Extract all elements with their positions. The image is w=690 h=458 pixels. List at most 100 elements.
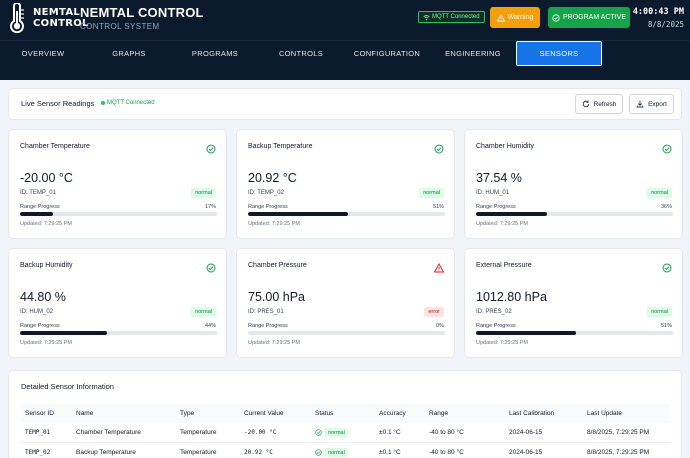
range-progress-percent: 17% — [204, 204, 216, 210]
range-progress-bar — [20, 212, 217, 216]
table-body: TEMP_01 Chamber Temperature Temperature -20… — [21, 423, 671, 458]
cell-text: 20.92 °C — [244, 449, 273, 456]
status-dot-icon — [101, 101, 105, 105]
sensor-updated: Updated: 7:29:25 PM — [476, 221, 528, 227]
program-active-label: PROGRAM ACTIVE — [562, 14, 626, 21]
tab-controls[interactable]: CONTROLS — [278, 49, 324, 58]
range-progress-fill — [20, 331, 107, 335]
warning-button[interactable]: Warning — [490, 7, 540, 28]
tab-overview[interactable]: OVERVIEW — [21, 49, 65, 58]
sensor-id: ID: PRES_01 — [248, 309, 284, 315]
table-cell: 2024-06-15 — [505, 423, 583, 443]
sensor-name: Chamber Pressure — [248, 262, 307, 269]
sensor-name: Chamber Temperature — [20, 143, 90, 150]
range-progress-label: Range Progress — [20, 323, 60, 329]
table-cell: -40 to 80 °C — [425, 442, 505, 458]
range-progress-percent: 0% — [436, 323, 444, 329]
table-cell: Temperature — [176, 423, 240, 443]
export-button[interactable]: Export — [629, 94, 674, 114]
logo-text-line1: NEMTAL — [33, 7, 81, 18]
check-circle-icon — [315, 449, 322, 456]
column-header[interactable]: Last Update — [583, 404, 671, 423]
mqtt-status-badge: MQTT Connected — [418, 11, 485, 23]
check-circle-icon — [662, 141, 672, 154]
tab-graphs[interactable]: GRAPHS — [112, 49, 146, 58]
check-circle-icon — [315, 429, 322, 436]
main-nav: OVERVIEW GRAPHS PROGRAMS CONTROLS CONFIG… — [0, 40, 690, 66]
cell-text: TEMP_01 — [25, 429, 51, 436]
live-readings-bar: Live Sensor Readings MQTT Connected Refr… — [8, 88, 682, 120]
sensor-card: Chamber Humidity 37.54 % ID: HUM_01 normal R… — [464, 129, 683, 239]
warning-label: Warning — [507, 14, 534, 21]
check-circle-icon — [552, 13, 560, 22]
wifi-icon — [423, 14, 430, 20]
sensor-value: -20.00 °C — [20, 171, 73, 185]
range-progress-fill — [476, 212, 547, 216]
cell-text: ±0.1 °C — [379, 449, 401, 456]
range-progress-label: Range Progress — [20, 204, 60, 210]
table-cell: 8/8/2025, 7:29:25 PM — [583, 423, 671, 443]
table-row[interactable]: TEMP_01 Chamber Temperature Temperature -20… — [21, 423, 671, 443]
sensor-card: External Pressure 1012.80 hPa ID: PRES_02 n… — [464, 248, 683, 358]
column-header[interactable]: Type — [176, 404, 240, 423]
sensor-id: ID: HUM_02 — [20, 309, 54, 315]
column-header[interactable]: Last Calibration — [505, 404, 583, 423]
sensor-value: 37.54 % — [476, 171, 522, 185]
sensor-table: Sensor ID Name Type Current Value Status Accu… — [21, 404, 671, 458]
sensor-id: ID: TEMP_01 — [20, 190, 56, 196]
column-header[interactable]: Range — [425, 404, 505, 423]
program-active-button[interactable]: PROGRAM ACTIVE — [548, 7, 630, 28]
cell-text: 8/8/2025, 7:29:25 PM — [587, 449, 650, 456]
column-header[interactable]: Sensor ID — [21, 404, 72, 423]
table-cell: ±0.1 °C — [375, 442, 425, 458]
detailed-sensor-info: Detailed Sensor Information Sensor ID Nam… — [8, 370, 682, 458]
tab-engineering[interactable]: ENGINEERING — [445, 49, 501, 58]
tab-configuration[interactable]: CONFIGURATION — [353, 49, 421, 58]
tab-sensors[interactable]: SENSORS — [516, 41, 602, 66]
table-cell: Chamber Temperature — [72, 423, 176, 443]
tab-programs[interactable]: PROGRAMS — [191, 49, 239, 58]
download-icon — [636, 100, 644, 108]
table-header-row: Sensor ID Name Type Current Value Status Accu… — [21, 404, 671, 423]
sensor-id: ID: TEMP_02 — [248, 190, 284, 196]
sensor-name: Backup Humidity — [20, 262, 73, 269]
table-cell: Temperature — [176, 442, 240, 458]
refresh-button[interactable]: Refresh — [575, 94, 623, 114]
cell-text: TEMP_02 — [25, 449, 51, 456]
status-badge: normal — [191, 307, 216, 317]
app-title: NEMTAL CONTROL — [80, 5, 204, 20]
export-label: Export — [648, 100, 667, 108]
sensor-card: Backup Humidity 44.80 % ID: HUM_02 normal Ra… — [8, 248, 227, 358]
check-circle-icon — [434, 141, 444, 154]
cell-text: Temperature — [180, 429, 217, 436]
cell-text: Backup Temperature — [76, 449, 136, 456]
column-header[interactable]: Accuracy — [375, 404, 425, 423]
range-progress-percent: 44% — [204, 323, 216, 329]
sensor-card: Chamber Pressure 75.00 hPa ID: PRES_01 erro… — [236, 248, 455, 358]
range-progress-fill — [248, 212, 349, 216]
warning-icon — [433, 260, 445, 273]
app-header: NEMTAL CONTROL NEMTAL CONTROL CONTROL SY… — [0, 0, 690, 38]
sensor-value: 44.80 % — [20, 290, 66, 304]
sensor-value: 75.00 hPa — [248, 290, 305, 304]
status-badge: normal — [419, 188, 444, 198]
range-progress-percent: 36% — [660, 204, 672, 210]
cell-text: Temperature — [180, 449, 217, 456]
table-cell: normal — [311, 423, 375, 443]
sensor-name: Backup Temperature — [248, 143, 313, 150]
sensor-updated: Updated: 7:29:25 PM — [20, 340, 72, 346]
column-header[interactable]: Name — [72, 404, 176, 423]
column-header[interactable]: Current Value — [240, 404, 311, 423]
sensor-updated: Updated: 7:29:25 PM — [20, 221, 72, 227]
table-cell: 20.92 °C — [240, 442, 311, 458]
live-mqtt-status: MQTT Connected — [101, 100, 155, 106]
status-badge: error — [424, 307, 444, 317]
sensor-value: 1012.80 hPa — [476, 290, 547, 304]
table-row[interactable]: TEMP_02 Backup Temperature Temperature 20.9… — [21, 442, 671, 458]
column-header[interactable]: Status — [311, 404, 375, 423]
sensor-value: 20.92 °C — [248, 171, 297, 185]
sensor-updated: Updated: 7:29:25 PM — [248, 340, 300, 346]
sensor-id: ID: PRES_02 — [476, 309, 512, 315]
live-readings-title: Live Sensor Readings — [21, 99, 95, 108]
check-circle-icon — [206, 141, 216, 154]
